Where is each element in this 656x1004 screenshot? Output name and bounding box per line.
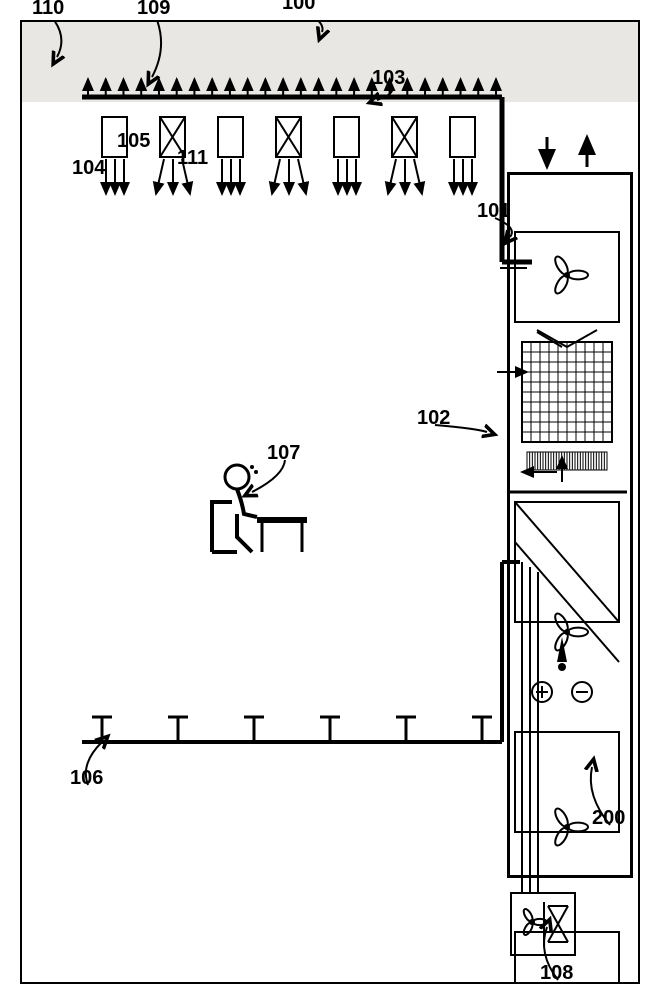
- ceiling-plenum: [22, 22, 638, 102]
- ref-label-103: 103: [372, 67, 405, 90]
- ref-label-105: 105: [117, 130, 150, 153]
- ref-label-200: 200: [592, 807, 625, 830]
- ref-label-104: 104: [72, 157, 105, 180]
- schematic-stage: 100110109103101102105111104107106108200: [20, 20, 640, 984]
- hvac-main-unit: [507, 172, 633, 878]
- hvac-aux-unit: [510, 892, 576, 956]
- ref-label-106: 106: [70, 767, 103, 790]
- ref-label-108: 108: [540, 962, 573, 985]
- ref-label-109: 109: [137, 0, 170, 20]
- ref-label-101: 101: [477, 200, 510, 223]
- ref-label-102: 102: [417, 407, 450, 430]
- ref-label-111: 111: [177, 147, 208, 170]
- ref-label-107: 107: [267, 442, 300, 465]
- ref-label-100: 100: [282, 0, 315, 15]
- ref-label-110: 110: [32, 0, 64, 20]
